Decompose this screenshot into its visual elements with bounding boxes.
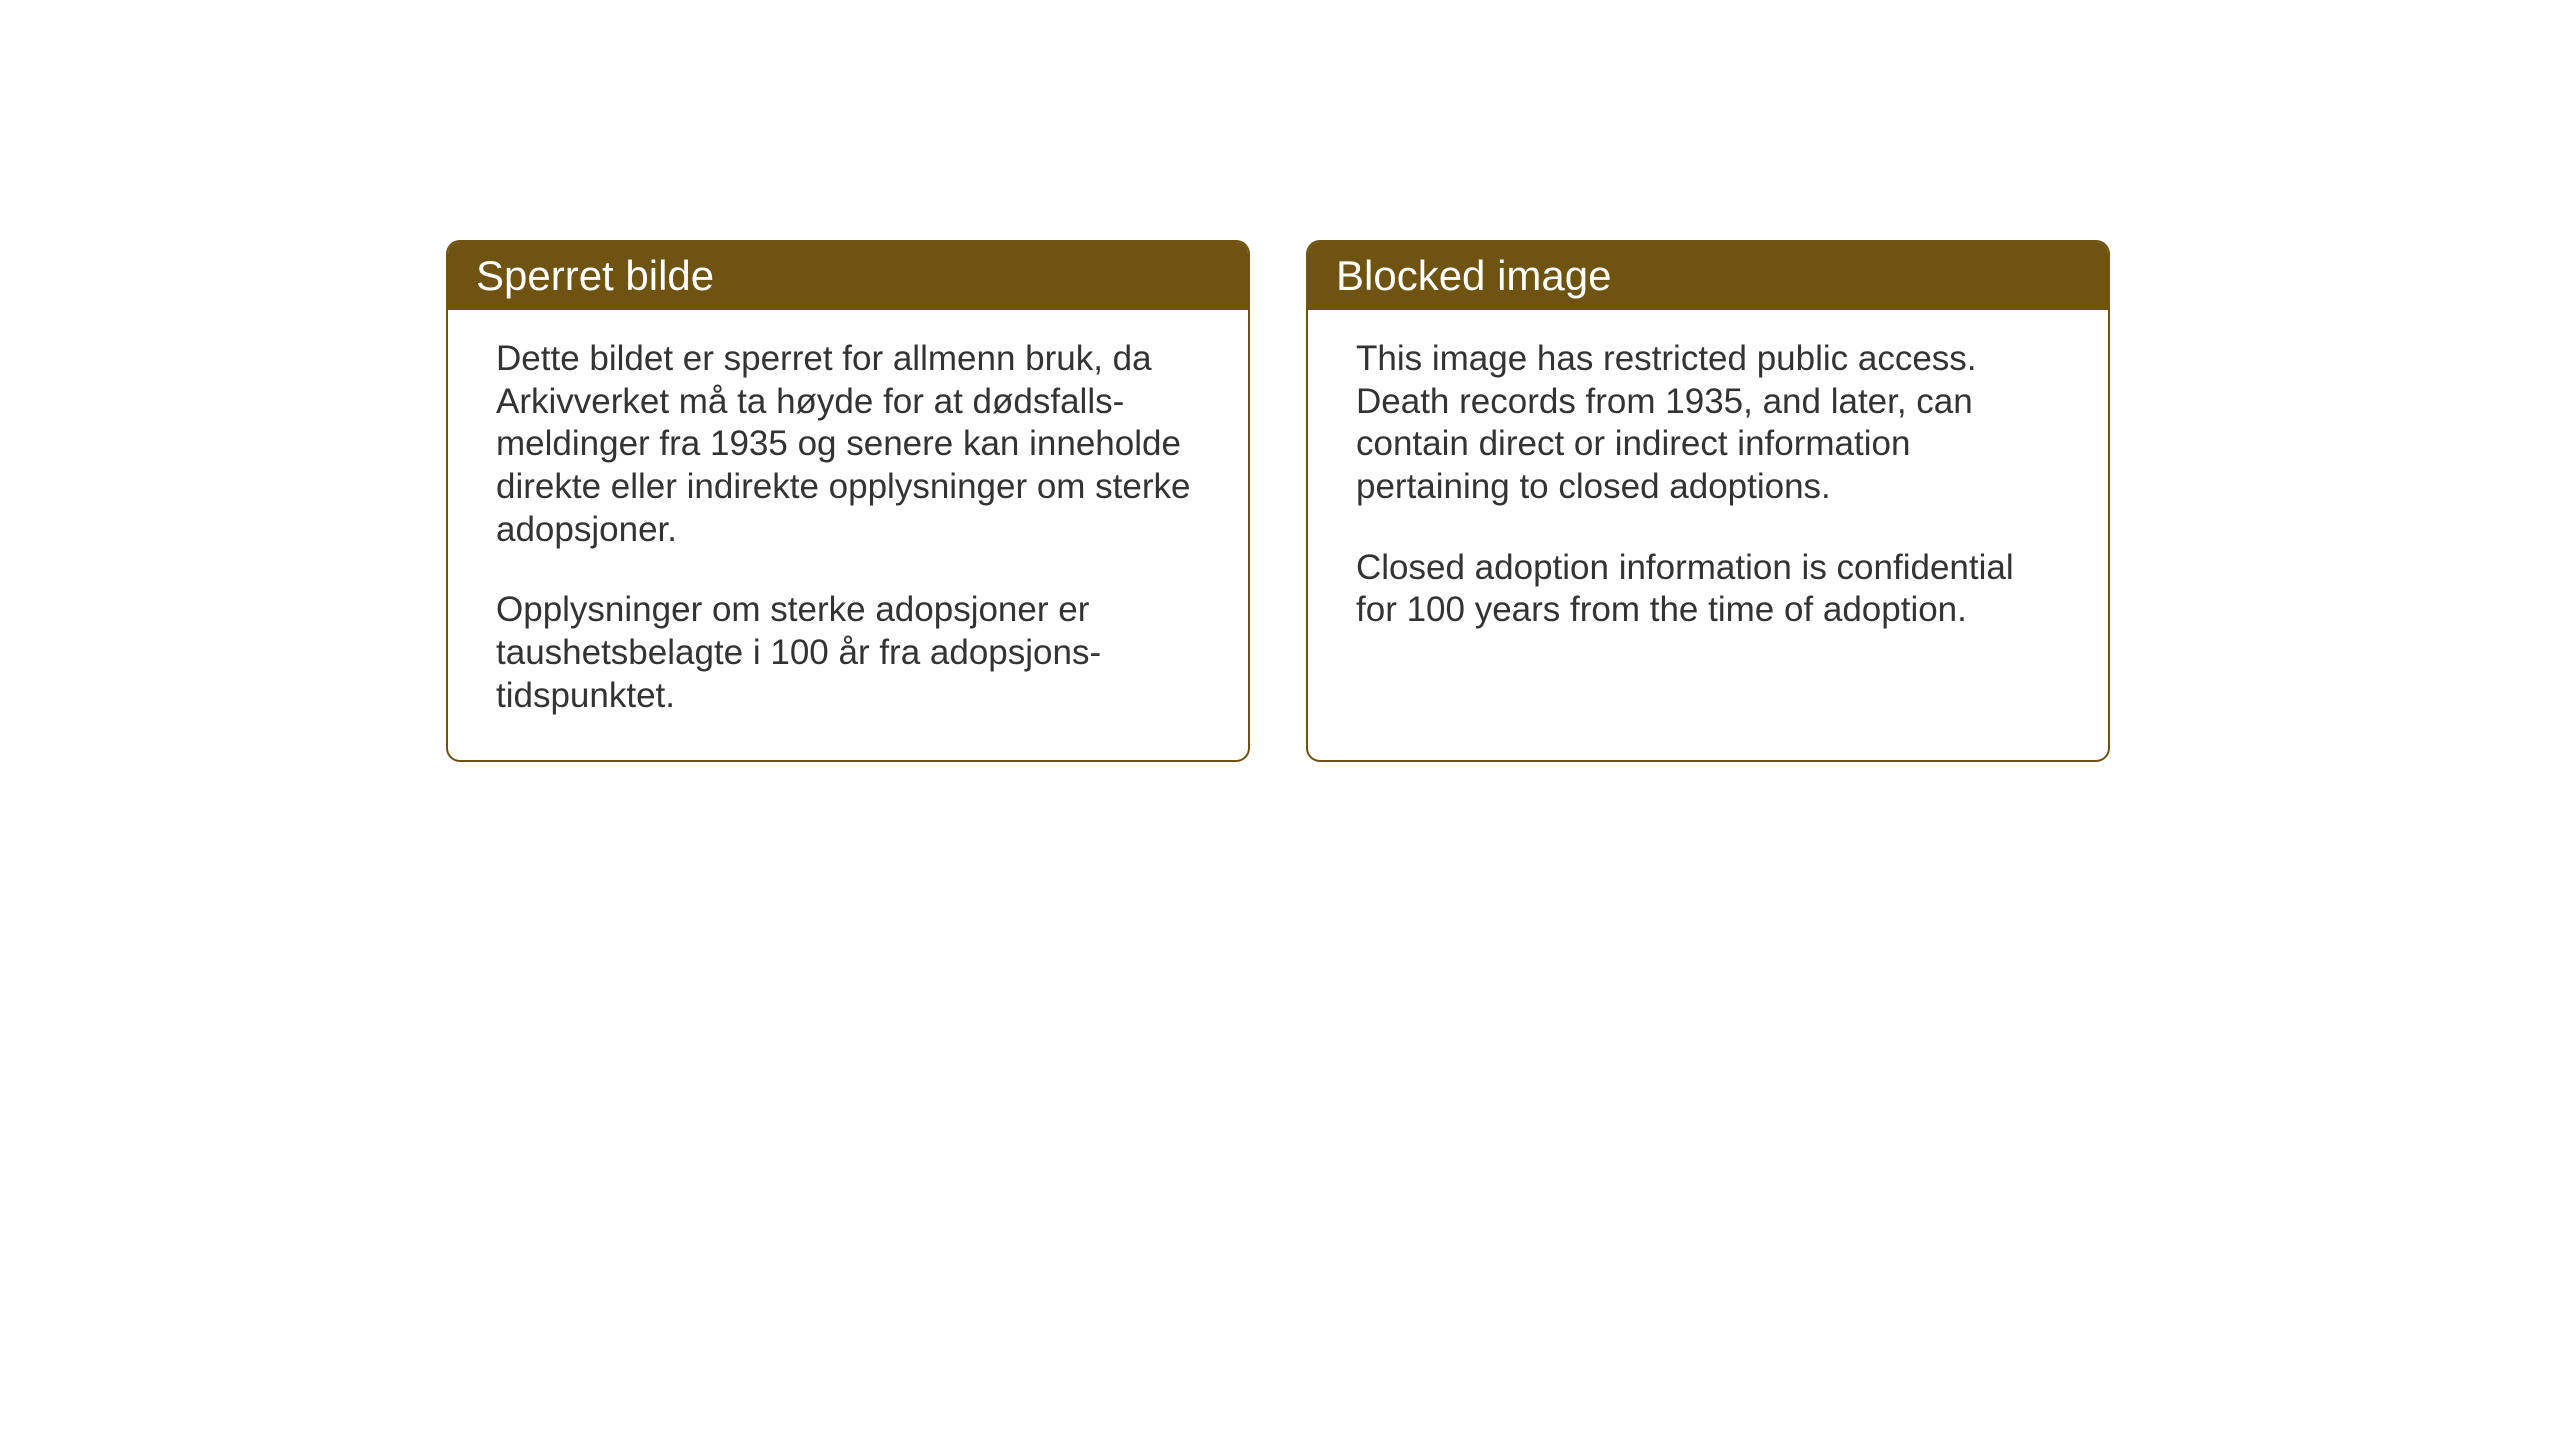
english-card: Blocked image This image has restricted … [1306, 240, 2110, 762]
norwegian-card: Sperret bilde Dette bildet er sperret fo… [446, 240, 1250, 762]
english-card-header: Blocked image [1308, 242, 2108, 310]
norwegian-card-title: Sperret bilde [476, 252, 714, 299]
norwegian-paragraph-2: Opplysninger om sterke adopsjoner er tau… [496, 589, 1200, 717]
notice-container: Sperret bilde Dette bildet er sperret fo… [446, 240, 2110, 762]
norwegian-card-body: Dette bildet er sperret for allmenn bruk… [448, 310, 1248, 760]
english-paragraph-1: This image has restricted public access.… [1356, 338, 2060, 509]
norwegian-paragraph-1: Dette bildet er sperret for allmenn bruk… [496, 338, 1200, 551]
norwegian-card-header: Sperret bilde [448, 242, 1248, 310]
english-card-title: Blocked image [1336, 252, 1611, 299]
english-paragraph-2: Closed adoption information is confident… [1356, 547, 2060, 632]
english-card-body: This image has restricted public access.… [1308, 310, 2108, 674]
